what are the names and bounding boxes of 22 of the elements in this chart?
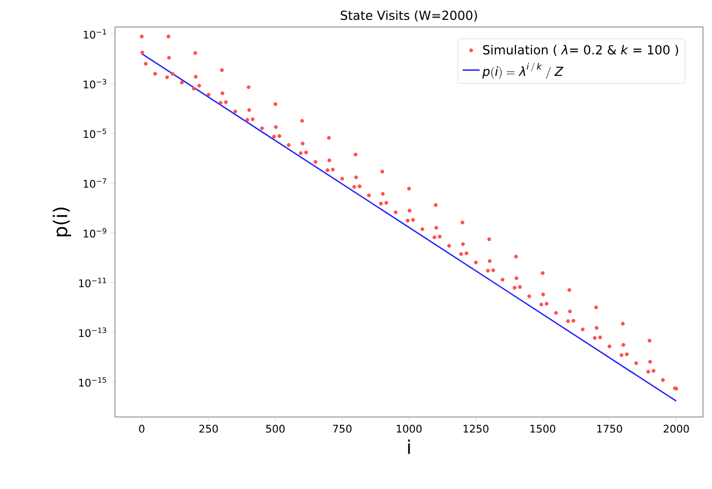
x-tick-label: 1000 [396,424,422,433]
x-tick-label: 1250 [464,424,488,433]
x-tick-label: 1750 [597,424,622,433]
x-tick-label: 750 [333,424,352,433]
x-tick-label: 2000 [664,424,689,433]
y-tick-label: 10$^{−5}$ [84,128,106,138]
x-tick-label: 1500 [530,424,556,433]
x-tick-label: 250 [199,424,218,433]
y-tick-label: 10$^{−3}$ [84,78,106,88]
x-tick-label: 0 [139,424,144,433]
chart-title: State Visits (W=2000) [340,10,477,22]
y-tick-label: 10$^{−13}$ [79,327,106,338]
x-axis-title: i [408,440,410,454]
y-tick-label: 10$^{−7}$ [84,178,106,188]
y-tick-label: 10$^{−1}$ [84,29,106,39]
y-tick-label: 10$^{−11}$ [79,278,106,288]
y-axis-title: p(i) [52,208,72,236]
x-tick-label: 500 [266,424,285,433]
y-tick-label: 10$^{−9}$ [84,228,106,238]
legend-label: Simulation ( λ= 0.2 & k = 100 ) [483,44,678,56]
y-tick-label: 10$^{−15}$ [79,377,106,387]
legend-label: $p(i) = \lambda^{i\,/\,k}\;/\;Z$ [482,62,564,79]
